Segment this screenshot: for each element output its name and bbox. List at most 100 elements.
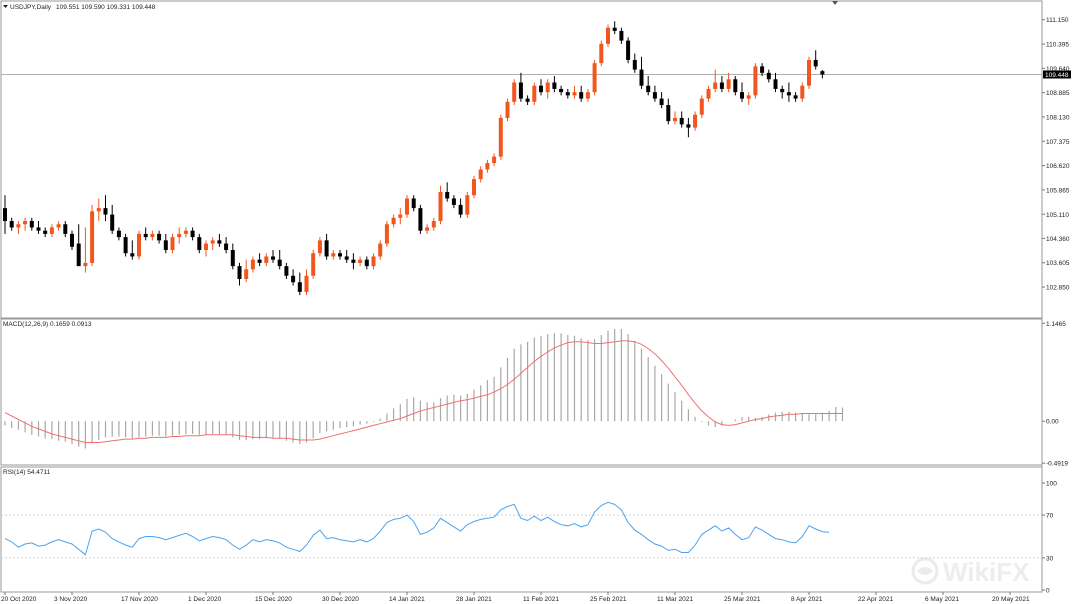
- candle-up: [304, 275, 309, 292]
- candle-up: [673, 117, 677, 122]
- candle-down: [103, 208, 108, 215]
- macd-tick-label: -0.4919: [1046, 461, 1068, 468]
- candle-down: [760, 66, 765, 73]
- candle-up: [56, 224, 61, 228]
- macd-tick-label: 0.00: [1046, 419, 1059, 426]
- candle-down: [9, 221, 14, 228]
- candle-up: [726, 79, 731, 89]
- candle-up: [498, 117, 503, 157]
- candle-down: [76, 243, 81, 267]
- price-tick-label: 103.605: [1046, 260, 1070, 267]
- candle-down: [217, 240, 222, 244]
- date-tick-label: 20 May 2021: [992, 596, 1030, 603]
- price-tick-label: 102.850: [1046, 285, 1070, 292]
- candle-up: [150, 233, 155, 238]
- candle-down: [364, 259, 369, 267]
- candle-down: [639, 69, 644, 86]
- candle-up: [438, 192, 443, 222]
- rsi-tick-label: 0: [1046, 588, 1050, 595]
- current-price-badge: [1043, 70, 1071, 79]
- candle-down: [652, 92, 657, 99]
- rsi-tick-label: 70: [1046, 513, 1054, 520]
- candle-down: [237, 266, 242, 280]
- candle-down: [733, 79, 738, 93]
- candle-up: [485, 163, 490, 170]
- candle-down: [257, 259, 262, 263]
- candle-down: [679, 117, 684, 125]
- candle-up: [478, 169, 483, 180]
- candle-up: [23, 221, 28, 225]
- candle-down: [820, 71, 825, 75]
- candle-down: [766, 72, 771, 80]
- candle-down: [626, 40, 631, 60]
- wikifx-watermark: WikiFX: [911, 557, 1030, 587]
- candle-up: [472, 179, 476, 196]
- rsi-line: [4, 501, 830, 556]
- candle-down: [659, 98, 664, 106]
- price-tick-label: 107.375: [1046, 139, 1070, 146]
- rsi-label: RSI(14) 54.4711: [3, 469, 51, 476]
- candle-down: [224, 243, 229, 251]
- candle-down: [418, 208, 423, 231]
- date-tick-label: 14 Jan 2021: [389, 596, 425, 603]
- candle-up: [391, 217, 396, 225]
- date-tick-label: 6 May 2021: [925, 596, 959, 603]
- candle-down: [445, 192, 450, 199]
- candle-up: [572, 92, 577, 96]
- candle-up: [405, 198, 409, 215]
- candle-down: [271, 256, 275, 260]
- candle-up: [807, 59, 811, 86]
- candle-down: [344, 256, 349, 260]
- candle-up: [512, 82, 517, 102]
- candle-down: [612, 27, 617, 31]
- candle-down: [143, 233, 148, 238]
- date-tick-label: 28 Jan 2021: [456, 596, 492, 603]
- candle-down: [619, 30, 624, 41]
- candle-up: [204, 243, 208, 251]
- candle-up: [545, 82, 550, 93]
- date-tick-label: 11 Feb 2021: [523, 596, 559, 603]
- candle-up: [264, 256, 269, 263]
- shift-marker-icon[interactable]: [832, 1, 838, 5]
- candle-down: [666, 105, 671, 122]
- candle-up: [311, 253, 316, 276]
- candle-up: [425, 227, 430, 231]
- candle-down: [190, 230, 195, 238]
- candle-up: [177, 233, 182, 238]
- candle-up: [331, 253, 336, 257]
- candle-down: [297, 282, 302, 292]
- date-tick-label: 30 Dec 2020: [322, 596, 359, 603]
- candle-down: [3, 208, 7, 222]
- svg-text:WikiFX: WikiFX: [943, 557, 1030, 587]
- macd-signal-line: [4, 340, 843, 443]
- candle-down: [518, 82, 523, 99]
- candle-down: [646, 85, 651, 93]
- candle-down: [36, 227, 41, 231]
- candle-up: [706, 88, 711, 99]
- candle-down: [686, 124, 691, 128]
- candle-up: [83, 262, 88, 267]
- price-tick-label: 108.885: [1046, 90, 1070, 97]
- candle-up: [592, 63, 597, 93]
- rsi-tick-label: 30: [1046, 555, 1054, 562]
- candle-down: [230, 250, 235, 267]
- dropdown-arrow-icon[interactable]: [3, 5, 8, 8]
- candle-down: [552, 82, 557, 89]
- candle-down: [116, 230, 121, 238]
- candle-up: [137, 233, 141, 257]
- candle-down: [780, 88, 785, 93]
- price-tick-label: 105.110: [1046, 212, 1069, 219]
- candle-down: [110, 214, 115, 231]
- candle-down: [130, 253, 135, 257]
- macd-tick-label: 1.1465: [1046, 321, 1066, 328]
- candle-down: [719, 82, 724, 89]
- candle-up: [170, 237, 175, 251]
- price-tick-label: 104.360: [1046, 236, 1070, 243]
- candle-up: [378, 243, 383, 257]
- candle-down: [284, 266, 289, 276]
- candle-down: [63, 224, 68, 234]
- candle-up: [713, 82, 718, 89]
- candle-up: [492, 156, 497, 164]
- candle-down: [451, 198, 456, 205]
